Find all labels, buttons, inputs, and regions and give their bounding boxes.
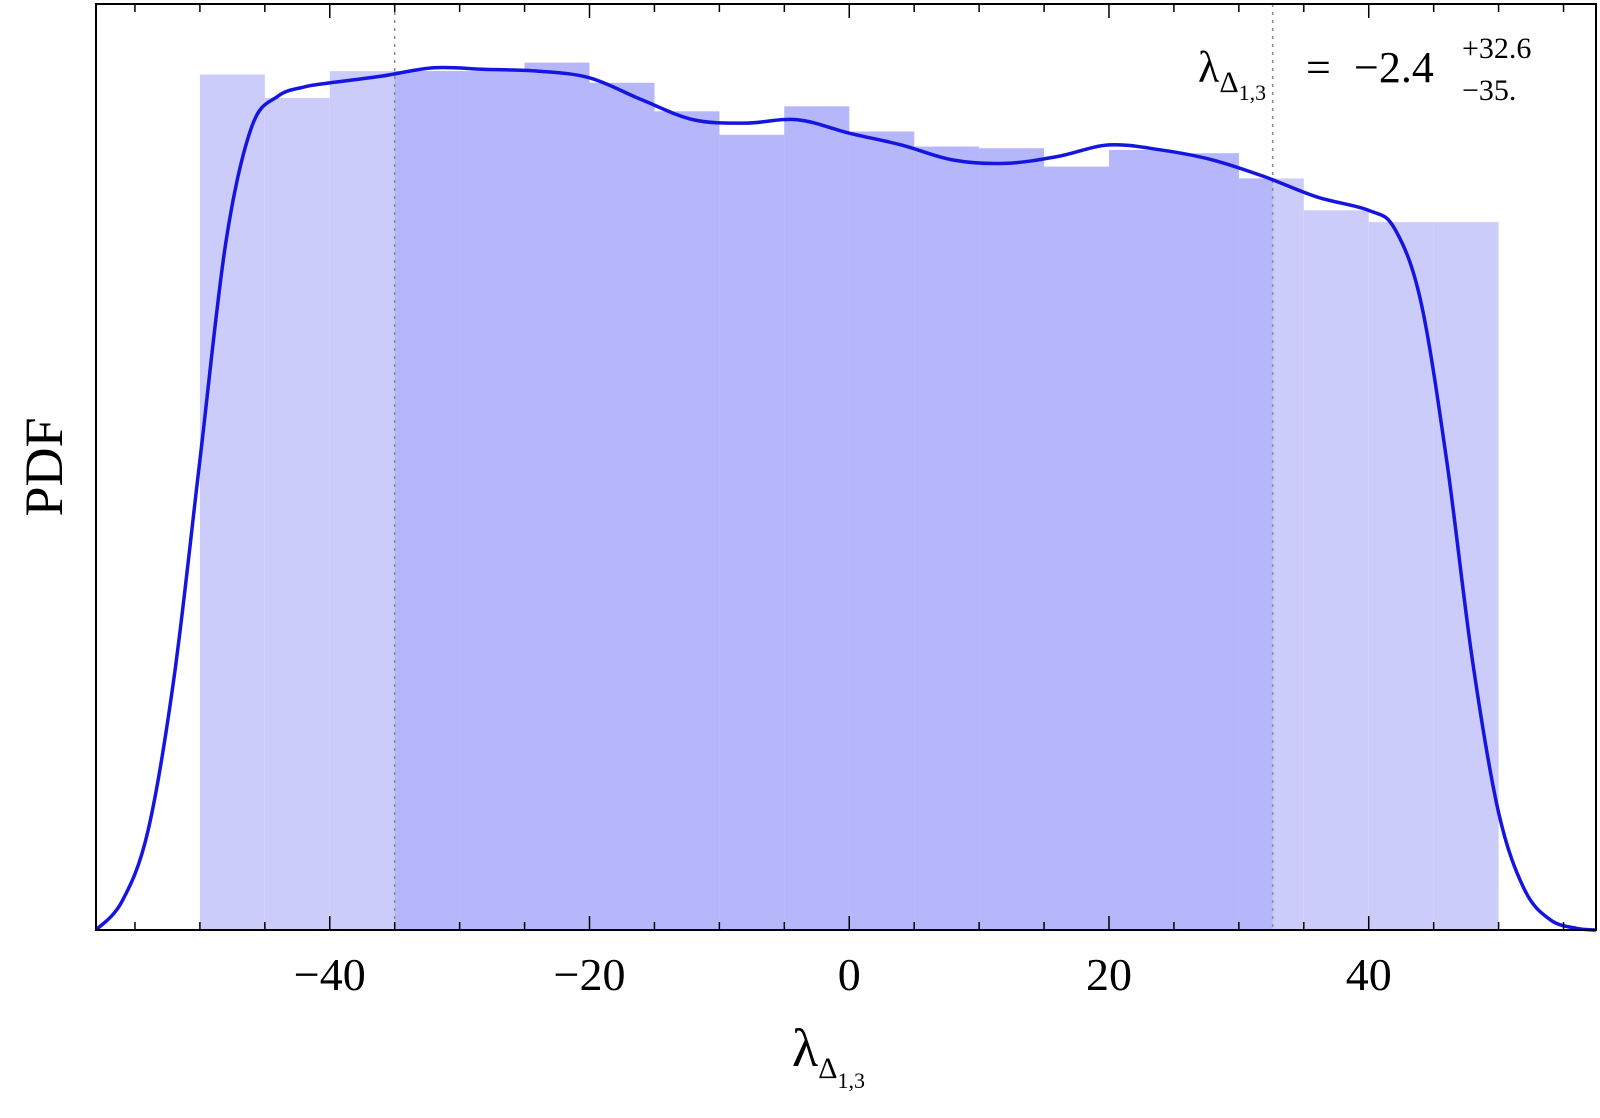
ci-annotation-subscript: Δ	[1219, 66, 1238, 99]
histogram-bar-ci	[459, 71, 525, 931]
histogram-bar-ci	[1173, 153, 1239, 930]
histogram-bar-ci	[914, 146, 980, 930]
credible-interval-region	[394, 62, 1273, 931]
histogram-bar-ci	[1238, 178, 1273, 931]
x-tick-label: 20	[1086, 949, 1132, 1000]
histogram-bar-ci	[654, 111, 720, 931]
histogram-bar	[1433, 222, 1499, 930]
x-ticks	[134, 4, 1565, 930]
x-tick-label: 40	[1346, 949, 1392, 1000]
ci-annotation-value: −2.4	[1354, 43, 1434, 92]
ci-annotation-subsubscript: 1,3	[1239, 80, 1267, 105]
histogram-bar-ci	[524, 62, 590, 931]
x-axis-title-subsubscript: 1,3	[837, 1068, 865, 1093]
x-tick-label: −20	[554, 949, 626, 1000]
histogram-bar-ci	[784, 106, 850, 930]
histogram-bar-ci	[589, 82, 655, 931]
histogram-bar	[264, 97, 330, 931]
histogram-bar-ci	[1044, 166, 1109, 930]
x-axis-title-symbol: λ	[792, 1018, 818, 1078]
histogram-bar	[1368, 222, 1434, 930]
histogram-bar	[1303, 210, 1369, 930]
histogram-bar	[199, 74, 265, 930]
histogram-bar-ci	[719, 134, 785, 930]
credible-interval-lines	[393, 4, 1274, 930]
x-tick-label: −40	[294, 949, 366, 1000]
x-axis-title-subscript: Δ	[818, 1052, 837, 1085]
plot-frame	[95, 3, 1597, 931]
ci-annotation-lower-error: −35.	[1462, 74, 1516, 107]
ci-annotation-equals: =	[1306, 43, 1331, 92]
x-tick-label: 0	[838, 949, 861, 1000]
x-tick-labels: −40 −20 0 20 40	[294, 949, 1392, 1000]
ci-annotation: λΔ1,3	[1198, 43, 1266, 105]
histogram-bar-ci	[394, 71, 460, 931]
histogram-bar-ci	[1108, 149, 1174, 930]
histogram-bar-ci	[979, 148, 1045, 930]
density-curve	[94, 65, 1597, 932]
x-axis-title: λΔ1,3	[792, 1018, 865, 1093]
histogram-bar-ci	[849, 131, 915, 931]
ci-annotation-upper-error: +32.6	[1462, 32, 1531, 65]
histogram-bar	[329, 71, 395, 931]
ci-annotation-symbol: λ	[1198, 43, 1220, 92]
y-axis-title: PDF	[14, 417, 74, 516]
